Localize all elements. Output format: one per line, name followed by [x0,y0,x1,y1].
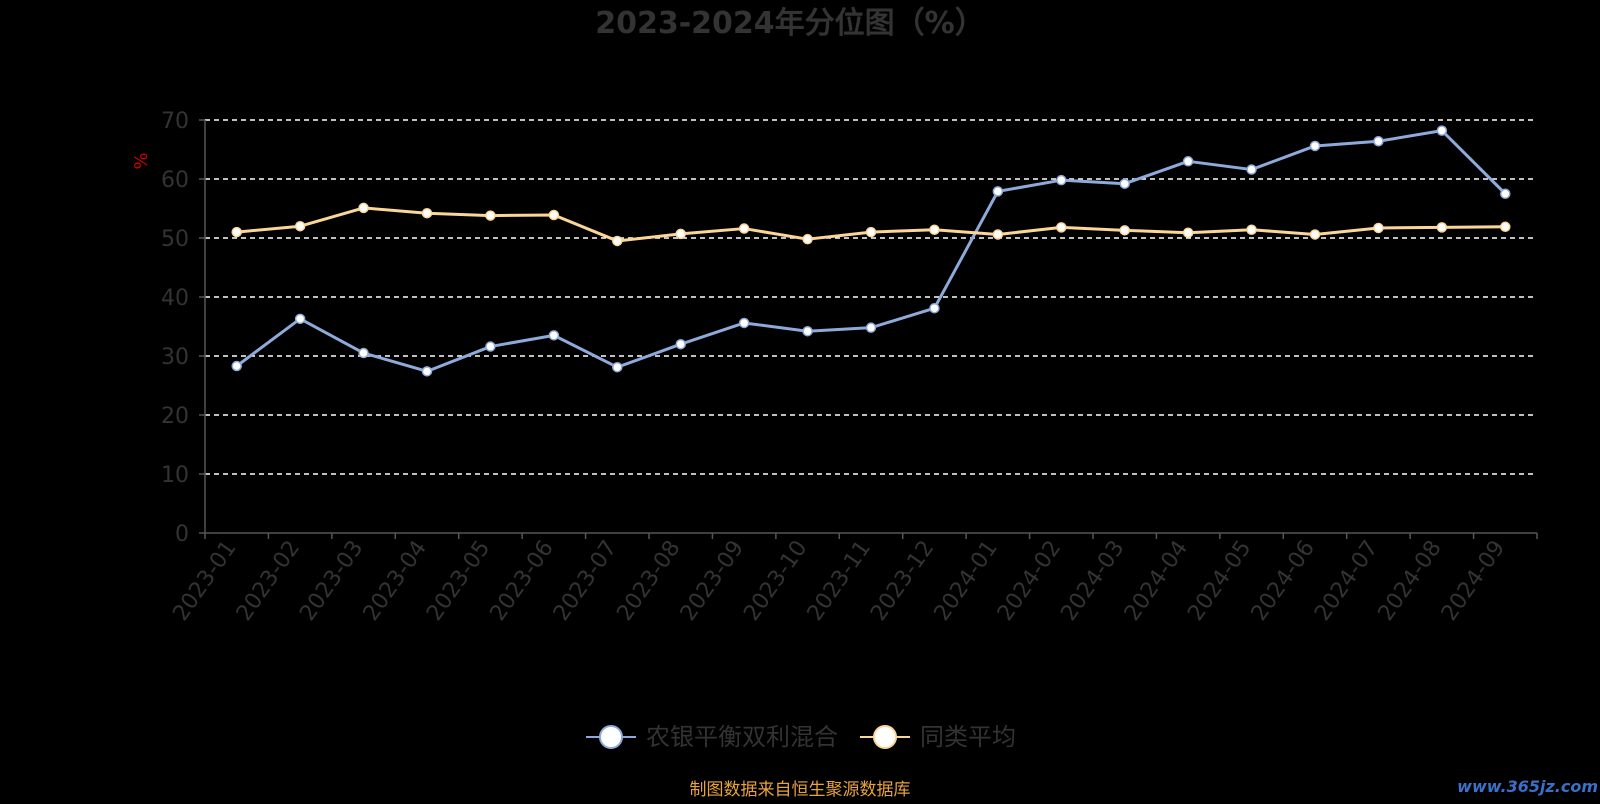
data-point-series-2[interactable] [1056,222,1067,233]
grid-lines [205,119,1537,475]
data-point-series-2[interactable] [929,224,940,235]
x-tick-label: 2023-04 [359,536,432,626]
x-tick-label: 2024-05 [1183,536,1256,626]
x-tick-label: 2024-03 [1056,536,1129,626]
legend: 农银平衡双利混合 同类平均 [586,723,1016,751]
data-point-series-2[interactable] [548,209,560,221]
data-point-series-2[interactable] [1246,224,1257,235]
data-point-series-1[interactable] [738,317,750,329]
y-axis-label: % [131,152,152,169]
data-point-series-1[interactable] [992,186,1004,197]
x-tick-label: 2024-02 [993,536,1066,626]
legend-item-series-2[interactable]: 同类平均 [860,723,1016,751]
x-tick-label: 2023-01 [168,536,241,626]
data-point-series-1[interactable] [1436,125,1448,136]
data-point-series-2[interactable] [485,210,496,221]
x-tick-label: 2023-05 [422,536,495,626]
data-point-series-1[interactable] [865,322,877,333]
data-point-series-2[interactable] [358,202,369,214]
source-note: 制图数据来自恒生聚源数据库 [690,780,911,800]
data-point-series-2[interactable] [1500,221,1511,233]
x-tick-label: 2023-03 [295,536,368,626]
legend-item-series-1[interactable]: 农银平衡双利混合 [586,723,838,751]
x-tick-label: 2023-10 [739,536,812,626]
y-tick-label: 40 [161,286,189,311]
data-point-series-1[interactable] [485,341,496,352]
data-point-series-2[interactable] [992,229,1004,240]
data-point-series-2[interactable] [865,226,877,238]
data-point-series-1[interactable] [612,361,623,373]
data-point-series-1[interactable] [1500,188,1511,199]
y-tick-label: 50 [161,227,189,252]
data-point-series-2[interactable] [1436,222,1448,233]
data-point-series-1[interactable] [675,338,686,350]
data-point-series-1[interactable] [1309,140,1321,152]
series-line-1 [235,129,1507,373]
data-point-series-1[interactable] [1246,164,1257,175]
y-tick-label: 10 [161,463,189,488]
watermark: www.365jz.com [1457,777,1598,796]
x-tick-label: 2024-04 [1120,536,1193,626]
y-tick-label: 60 [161,168,189,193]
y-tick-label: 0 [175,522,189,547]
data-point-series-2[interactable] [1119,225,1130,236]
legend-label-series-1: 农银平衡双利混合 [646,723,838,751]
x-tick-label: 2023-08 [612,536,685,626]
data-point-series-2[interactable] [231,226,242,238]
data-point-series-2[interactable] [802,233,813,245]
data-point-series-2[interactable] [675,228,686,240]
data-point-series-2[interactable] [612,235,623,247]
x-tick-label: 2024-01 [930,536,1003,626]
x-tick-label: 2023-02 [232,536,305,626]
x-tick-label: 2024-07 [1310,536,1383,626]
data-point-series-1[interactable] [421,366,433,377]
data-point-series-1[interactable] [1373,135,1384,147]
x-tick-label: 2023-07 [549,536,622,626]
chart-title: 2023-2024年分位图（%） [595,6,985,41]
data-point-series-2[interactable] [1373,222,1384,234]
y-tick-labels: 0 10 20 30 40 50 60 70 [161,109,189,547]
data-point-series-2[interactable] [738,223,750,234]
data-point-series-2[interactable] [294,220,306,232]
series-lines [231,125,1511,377]
data-point-series-1[interactable] [1056,174,1067,186]
data-point-series-2[interactable] [1309,229,1321,240]
data-point-series-1[interactable] [548,330,560,341]
data-point-series-1[interactable] [802,325,813,337]
data-point-series-1[interactable] [231,360,242,372]
y-tick-label: 30 [161,345,189,370]
legend-label-series-2: 同类平均 [920,723,1016,751]
data-point-series-1[interactable] [1119,178,1130,189]
data-point-series-2[interactable] [1182,227,1194,238]
axes [199,119,1538,539]
data-point-series-1[interactable] [929,302,940,314]
legend-marker-series-2 [873,725,897,749]
x-tick-label: 2024-06 [1247,536,1320,626]
x-tick-label: 2023-09 [676,536,749,626]
data-point-series-2[interactable] [421,207,433,219]
x-tick-label: 2024-09 [1437,536,1510,626]
x-tick-label: 2023-12 [866,536,939,626]
x-tick-label: 2023-06 [486,536,559,626]
data-point-series-1[interactable] [1182,156,1194,167]
data-point-series-1[interactable] [358,347,369,359]
y-tick-label: 20 [161,404,189,429]
x-tick-label: 2024-08 [1374,536,1447,626]
y-tick-label: 70 [161,109,189,134]
x-tick-labels: 2023-012023-022023-032023-042023-052023-… [168,536,1510,626]
legend-marker-series-1 [599,725,623,749]
x-tick-label: 2023-11 [803,536,876,626]
data-point-series-1[interactable] [294,313,306,325]
